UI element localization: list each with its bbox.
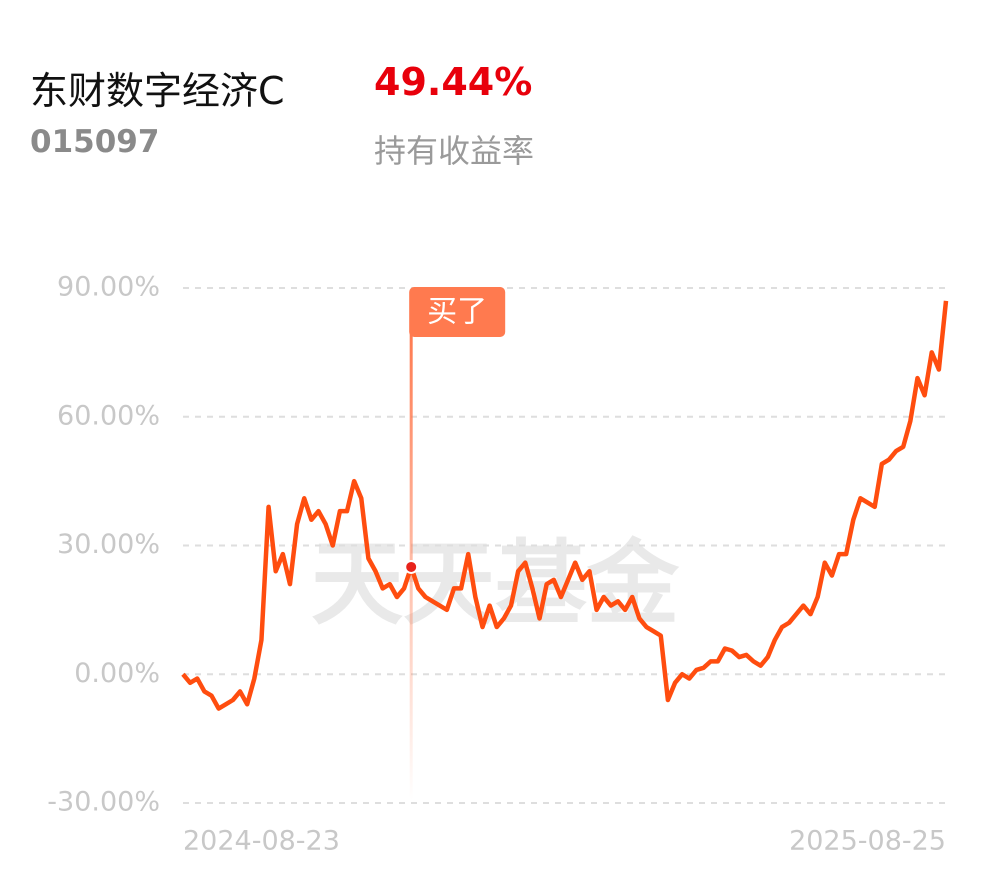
y-tick-label: 0.00% bbox=[74, 658, 160, 689]
fund-name: 东财数字经济C bbox=[30, 69, 285, 113]
x-tick-label: 2025-08-25 bbox=[789, 826, 946, 857]
holding-return: 49.44% bbox=[374, 60, 533, 104]
line bbox=[181, 300, 949, 711]
y-tick-label: 30.00% bbox=[57, 529, 160, 560]
marker-box bbox=[409, 287, 506, 337]
y-tick-label: 90.00% bbox=[57, 272, 160, 303]
y-tick-label: -30.00% bbox=[47, 787, 160, 818]
return-label: 持有收益率 bbox=[374, 132, 535, 170]
fund-code: 015097 bbox=[30, 124, 160, 160]
y-tick-label: 60.00% bbox=[57, 400, 160, 431]
x-tick-label: 2024-08-23 bbox=[183, 826, 340, 857]
marker-point bbox=[404, 559, 419, 574]
marker-label: 买了 bbox=[427, 295, 487, 330]
